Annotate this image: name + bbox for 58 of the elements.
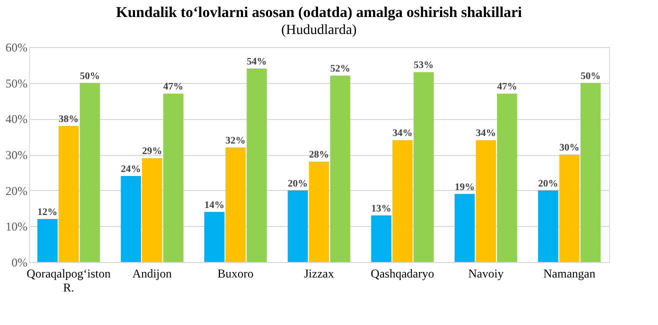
data-label: 20% [288,178,308,190]
x-tick-label: Buxoro [218,266,254,280]
data-label: 34% [476,128,496,140]
bar [225,147,246,262]
data-label: 32% [226,135,246,146]
bar [476,140,496,262]
data-label: 14% [204,200,224,211]
data-label: 47% [163,82,184,93]
x-tick-label: Navoiy [468,266,504,280]
bar [37,219,58,262]
bar [80,82,100,262]
chart-title: Kundalik to‘lovlarni asosan (odatda) amalga oshirish shakillari [116,5,522,21]
data-label: 50% [80,70,100,82]
data-label: 34% [392,128,412,140]
data-label: 19% [454,182,475,193]
bar [308,162,330,262]
data-label: 47% [497,82,518,93]
bar [538,190,558,262]
chart-subtitle: (Hududlarda) [281,23,358,38]
data-label: 50% [580,70,601,82]
data-label: 52% [330,64,350,75]
data-label: 54% [246,56,267,68]
y-tick-label: 30% [6,148,28,162]
bar [163,94,184,262]
x-tick-label: Qoraqalpog‘iston R. [26,266,111,294]
y-tick-label: 40% [6,112,28,126]
x-tick-label: Namangan [543,266,596,280]
bar [559,154,580,262]
data-label: 30% [559,142,580,154]
bar [330,76,350,262]
x-tick-label: Andijon [132,266,172,280]
y-tick-label: 20% [6,184,28,198]
bar [497,94,518,262]
bar [58,126,79,262]
y-tick-label: 60% [6,40,28,54]
y-tick-label: 10% [6,220,28,234]
bar [454,194,475,262]
x-tick-label: Qashqadaryo [370,266,434,280]
data-label: 12% [37,207,58,218]
bar [580,82,601,262]
x-tick-label: Jizzax [304,266,334,280]
bar [120,176,141,262]
y-tick-label: 50% [6,76,28,90]
data-label: 20% [538,178,558,190]
data-label: 28% [309,150,329,161]
data-label: 13% [371,203,392,214]
bar [288,190,308,262]
y-tick-label: 0% [12,256,28,270]
data-label: 53% [414,60,434,72]
bar [142,158,162,262]
bar [414,72,434,262]
data-label: 24% [120,164,141,175]
data-label: 29% [142,146,162,158]
bar [204,212,224,262]
data-label: 38% [58,114,79,125]
bar [371,215,392,262]
bar [246,68,267,262]
bar [392,140,413,262]
